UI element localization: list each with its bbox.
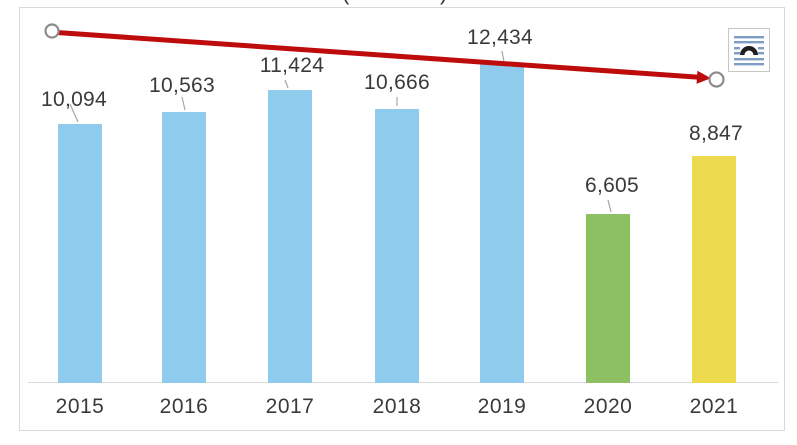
data-label-2015: 10,094 [40,88,108,111]
x-axis-label-2015: 2015 [55,395,105,418]
trend-arrow-line[interactable] [56,30,700,80]
bar-2015[interactable] [58,124,102,383]
clipped-title-fragment-right: ) [440,0,447,4]
trend-arrow-head[interactable] [696,70,711,84]
x-axis-label-2018: 2018 [372,395,422,418]
selection-handle-end[interactable] [708,71,725,88]
data-label-2017: 11,424 [259,54,325,77]
data-label-2018: 10,666 [363,71,431,94]
bar-2021[interactable] [692,156,736,383]
x-axis-label-2021: 2021 [689,395,739,418]
data-label-2020: 6,605 [584,174,640,197]
bar-2019[interactable] [480,64,524,383]
bar-2020[interactable] [586,214,630,383]
x-axis-label-2019: 2019 [477,395,527,418]
bar-2016[interactable] [162,112,206,383]
data-label-2019: 12,434 [466,26,534,49]
x-axis-label-2017: 2017 [265,395,315,418]
layout-options-icon [734,36,764,66]
selection-handle-start[interactable] [44,23,60,39]
data-label-2021: 8,847 [688,122,744,145]
x-axis-label-2016: 2016 [159,395,209,418]
clipped-title-fragment-left: ( [342,0,349,4]
x-axis-label-2020: 2020 [583,395,633,418]
bar-2018[interactable] [375,109,419,383]
data-label-2016: 10,563 [148,74,216,97]
layout-options-button[interactable] [728,28,770,72]
bar-2017[interactable] [268,90,312,383]
